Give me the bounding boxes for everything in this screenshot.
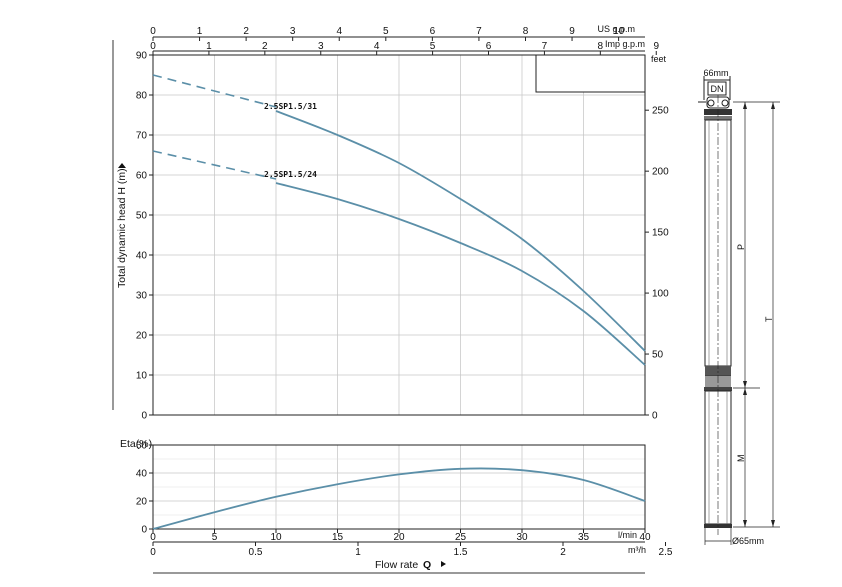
us-tick-label: 1: [197, 26, 203, 37]
right-tick-label: 0: [652, 411, 658, 422]
right-tick-label: 200: [652, 167, 669, 178]
bottom-axes: 0 5 10 15 20 25 30 35 40 0 0.5 1 1.5 2 2.5 l/min m³/h…: [150, 529, 673, 574]
head-axis-label: Total dynamic head H (m): [116, 168, 128, 288]
series-label-24: 2.5SP1.5/24: [264, 170, 317, 179]
us-tick-label: 6: [430, 26, 436, 37]
us-tick-label: 3: [290, 26, 296, 37]
imp-tick-label: 4: [374, 41, 380, 52]
us-tick-label: 2: [243, 26, 249, 37]
y-tick-label: 50: [136, 211, 148, 222]
series-1-curve: [275, 182, 646, 366]
imp-tick-label: 0: [150, 41, 156, 52]
m3h-tick-label: 1: [355, 547, 361, 558]
m3h-tick-label: 2: [560, 547, 566, 558]
lmin-label: l/min: [618, 530, 637, 540]
lmin-tick-label: 30: [516, 532, 528, 543]
pump-drawing: 66mm DN: [698, 68, 780, 546]
pump-width-label: 66mm: [703, 68, 728, 78]
us-tick-label: 10: [613, 26, 625, 37]
m3h-tick-label: 0: [150, 547, 156, 558]
lmin-tick-label: 20: [393, 532, 405, 543]
us-gpm-label: US g.p.m: [597, 24, 635, 34]
series-0-curve: [275, 110, 646, 352]
us-tick-label: 5: [383, 26, 389, 37]
imp-gpm-label: Imp g.p.m: [605, 39, 645, 49]
y-tick-label: 90: [136, 51, 148, 62]
imp-tick-label: 8: [598, 41, 604, 52]
y-tick-label: 80: [136, 91, 148, 102]
lmin-tick-label: 10: [270, 532, 282, 543]
imp-tick-label: 1: [206, 41, 212, 52]
series-label-31: 2.5SP1.5/31: [264, 102, 317, 111]
series-1-extrapolated: [152, 150, 277, 180]
series-0-extrapolated: [152, 74, 277, 108]
lmin-tick-label: 35: [578, 532, 590, 543]
y-tick-label: 60: [136, 171, 148, 182]
imp-tick-label: 6: [486, 41, 492, 52]
eta-tick-label: 20: [136, 497, 148, 508]
y-tick-label: 0: [141, 411, 147, 422]
right-tick-label: 250: [652, 106, 669, 117]
eta-axis-label: Eta(%): [120, 438, 152, 450]
diameter-label: Ø65mm: [732, 536, 764, 546]
us-tick-label: 8: [523, 26, 529, 37]
right-tick-label: 50: [652, 350, 664, 361]
m3h-label: m³/h: [628, 545, 646, 555]
y-tick-label: 70: [136, 131, 148, 142]
m3h-tick-label: 0.5: [249, 547, 263, 558]
y-tick-label: 10: [136, 371, 148, 382]
right-tick-label: 100: [652, 289, 669, 300]
lmin-tick-label: 40: [639, 532, 651, 543]
imp-tick-label: 5: [430, 41, 436, 52]
us-tick-label: 9: [569, 26, 575, 37]
lmin-tick-label: 25: [455, 532, 467, 543]
p-dimension-label: P: [736, 244, 746, 250]
lmin-tick-label: 0: [150, 532, 156, 543]
imp-tick-label: 3: [318, 41, 324, 52]
dn-label: DN: [711, 84, 724, 94]
eta-tick-label: 40: [136, 469, 148, 480]
us-tick-label: 4: [336, 26, 342, 37]
m3h-tick-label: 1.5: [454, 547, 468, 558]
efficiency-plot: 0 20 40 60 Eta(%): [120, 438, 646, 536]
y-tick-label: 30: [136, 291, 148, 302]
lmin-tick-label: 5: [212, 532, 218, 543]
m3h-tick-label: 2.5: [659, 547, 673, 558]
legend-box: [535, 54, 646, 93]
y-tick-label: 40: [136, 251, 148, 262]
eta-tick-label: 0: [141, 525, 147, 536]
imp-tick-label: 7: [542, 41, 548, 52]
right-tick-label: 150: [652, 228, 669, 239]
eta-series-curve: [152, 467, 646, 530]
flow-rate-symbol: Q: [423, 559, 431, 571]
eta-tick-label: 60: [136, 441, 148, 452]
feet-label: feet: [651, 54, 667, 64]
flow-rate-label: Flow rate: [375, 559, 418, 571]
lmin-tick-label: 15: [332, 532, 344, 543]
t-dimension-label: T: [764, 316, 774, 322]
us-tick-label: 0: [150, 26, 156, 37]
imp-tick-label: 2: [262, 41, 268, 52]
m-dimension-label: M: [736, 455, 746, 463]
y-tick-label: 20: [136, 331, 148, 342]
us-tick-label: 7: [476, 26, 482, 37]
imp-tick-label: 9: [653, 41, 659, 52]
